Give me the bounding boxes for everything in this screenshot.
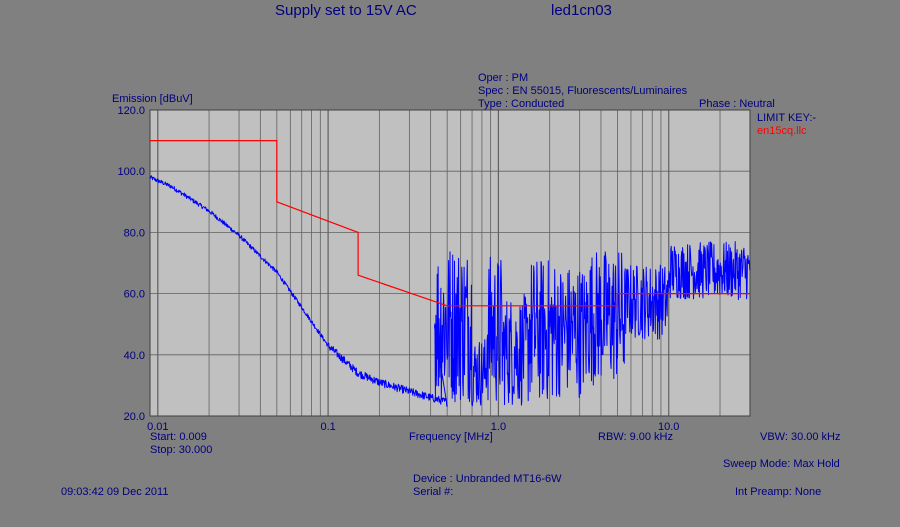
chart-title: Supply set to 15V AC [275, 2, 417, 19]
rbw-label: RBW: 9.00 kHz [598, 431, 673, 443]
limit-line [150, 140, 750, 307]
type-label: Type : Conducted [478, 98, 565, 110]
y-tick-label: 80.0 [124, 227, 145, 239]
emission-trace [149, 175, 751, 407]
start-frequency: Start: 0.009 [150, 431, 207, 443]
x-tick-label: 0.1 [320, 421, 335, 433]
device-label: Device : Unbranded MT16-6W [413, 473, 562, 485]
x-axis-label: Frequency [MHz] [409, 431, 493, 443]
timestamp: 09:03:42 09 Dec 2011 [61, 486, 169, 498]
limit-key-label: LIMIT KEY:- [757, 112, 817, 124]
plot-border [149, 109, 751, 417]
int-preamp-label: Int Preamp: None [735, 486, 822, 498]
y-tick-label: 20.0 [124, 411, 145, 423]
file-name: led1cn03 [551, 2, 612, 19]
y-tick-label: 60.0 [124, 289, 145, 301]
serial-label: Serial #: [413, 486, 454, 498]
vbw-label: VBW: 30.00 kHz [760, 431, 841, 443]
y-tick-label: 120.0 [117, 105, 145, 117]
phase-label: Phase : Neutral [699, 98, 775, 110]
x-tick-label: 1.0 [491, 421, 506, 433]
x-tick-label: 10.0 [658, 421, 679, 433]
spec-label: Spec : EN 55015, Fluorescents/Luminaires [478, 85, 688, 97]
stop-frequency: Stop: 30.000 [150, 444, 213, 456]
x-tick-label: 0.01 [147, 421, 168, 433]
y-axis-label: Emission [dBuV] [112, 93, 193, 105]
sweep-mode-label: Sweep Mode: Max Hold [723, 458, 840, 470]
limit-key-file: en15cq.llc [757, 125, 807, 137]
y-tick-label: 100.0 [117, 166, 145, 178]
y-tick-label: 40.0 [124, 350, 145, 362]
oper-label: Oper : PM [478, 72, 529, 84]
